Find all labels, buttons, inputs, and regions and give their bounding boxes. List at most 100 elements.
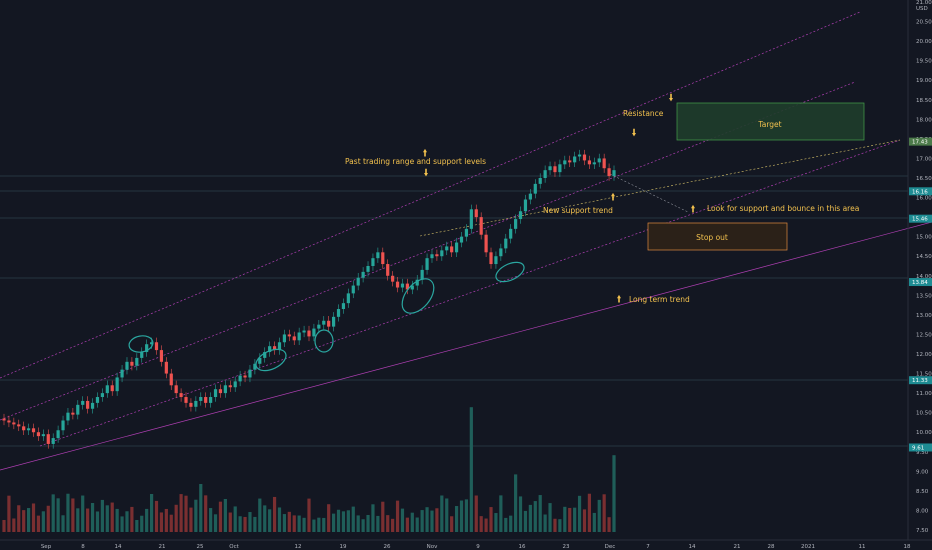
volume-bar xyxy=(223,498,227,532)
candle-body xyxy=(371,258,375,266)
candle-body xyxy=(479,217,483,235)
candle-body xyxy=(272,346,277,351)
candle-body xyxy=(592,162,596,165)
price-label: 15.46 xyxy=(912,217,928,223)
y-tick-label: 20.50 xyxy=(916,20,932,26)
volume-bar xyxy=(189,507,193,532)
volume-bar xyxy=(120,516,124,532)
volume-bar xyxy=(209,508,213,532)
down-arrow-icon: 🠛 xyxy=(423,168,428,179)
price-label-bg xyxy=(909,137,932,146)
candle-body xyxy=(528,193,532,200)
candle-body xyxy=(76,404,80,415)
volume-bar xyxy=(61,515,65,532)
candle-body xyxy=(110,385,114,392)
candle-body xyxy=(405,283,409,290)
volume-bar xyxy=(563,506,567,532)
support-highlights xyxy=(128,261,525,372)
new-support-label: New support trend xyxy=(543,206,613,215)
candle-body xyxy=(440,250,444,257)
candle-body xyxy=(435,254,439,257)
up-arrow-icon: 🠙 xyxy=(616,294,621,305)
volume-bar xyxy=(366,514,370,532)
volume-bar xyxy=(145,508,149,532)
candles xyxy=(2,149,616,449)
volume-bar xyxy=(543,514,547,532)
volume-bar xyxy=(115,508,119,532)
y-tick-label: 7.50 xyxy=(916,528,929,534)
candle-body xyxy=(523,199,528,212)
annotation-arrows: 🠙 🠛 🠛 🠛 🠙 🠙 🠙 xyxy=(422,93,695,305)
volume-bar xyxy=(514,474,518,532)
candle-body xyxy=(484,234,488,253)
volume-bar xyxy=(81,495,85,532)
candle-body xyxy=(538,178,542,184)
candle-body xyxy=(464,228,469,237)
volume-bar xyxy=(179,494,183,532)
volume-bar xyxy=(199,484,203,532)
volume-bar xyxy=(233,506,237,532)
candle-body xyxy=(558,164,562,173)
volume-bar xyxy=(228,512,232,532)
volume-bar xyxy=(386,515,390,532)
volume-bar xyxy=(282,514,287,532)
candle-body xyxy=(297,332,301,341)
y-tick-label: 13.00 xyxy=(916,313,932,319)
volume-bar xyxy=(336,509,341,532)
volume-bar xyxy=(174,504,178,532)
volume-bar xyxy=(86,508,90,532)
stop-out-label: Stop out xyxy=(696,233,728,242)
volume-bar xyxy=(577,495,582,532)
candle-body xyxy=(81,400,85,405)
x-tick-label: 14 xyxy=(689,544,696,550)
volume-bar xyxy=(430,510,434,532)
candle-body xyxy=(194,400,198,407)
volume-bar xyxy=(268,509,272,532)
y-tick-label: 12.50 xyxy=(916,332,932,338)
volume-bar xyxy=(41,511,45,532)
volume-bar xyxy=(499,495,503,532)
candle-body xyxy=(469,209,473,229)
candle-body xyxy=(120,369,124,378)
candle-body xyxy=(573,156,577,163)
candle-body xyxy=(317,324,321,329)
x-tick-label: Dec xyxy=(605,544,616,550)
volume-bar xyxy=(164,508,168,532)
candle-body xyxy=(425,258,429,270)
volume-bar xyxy=(292,515,296,532)
volume-bar xyxy=(2,520,6,532)
x-tick-label: 2021 xyxy=(801,544,815,550)
volume-bar xyxy=(154,500,159,532)
volume-bar xyxy=(71,498,75,532)
look-for-support-label: Look for support and bounce in this area xyxy=(707,204,859,213)
candle-body xyxy=(26,428,31,431)
volume-bar xyxy=(489,507,493,532)
candle-body xyxy=(366,266,370,272)
candle-body xyxy=(145,344,149,353)
x-tick-label: 18 xyxy=(904,544,911,550)
y-tick-label: 21.00 xyxy=(916,0,932,6)
price-label: 13.84 xyxy=(912,280,928,286)
candle-body xyxy=(395,281,400,288)
volume-bar xyxy=(548,503,552,532)
volume-bar xyxy=(204,495,208,532)
mid-channel-line xyxy=(0,81,856,421)
volume-bar xyxy=(258,498,262,532)
candle-body xyxy=(391,275,395,282)
x-tick-label: 9 xyxy=(476,544,480,550)
volume-bar xyxy=(351,506,355,532)
volume-bar xyxy=(31,503,36,532)
candle-body xyxy=(445,246,449,251)
up-arrow-icon: 🠙 xyxy=(610,192,615,203)
x-tick-label: Oct xyxy=(229,544,239,550)
y-tick-label: 9.00 xyxy=(916,469,929,475)
candle-body xyxy=(159,350,164,362)
volume-bar xyxy=(607,517,611,532)
candle-body xyxy=(282,334,287,343)
price-label-bg xyxy=(909,187,932,196)
volume-bar xyxy=(371,504,375,532)
candle-body xyxy=(415,279,419,286)
candle-body xyxy=(356,277,360,286)
volume-bar xyxy=(592,512,596,532)
